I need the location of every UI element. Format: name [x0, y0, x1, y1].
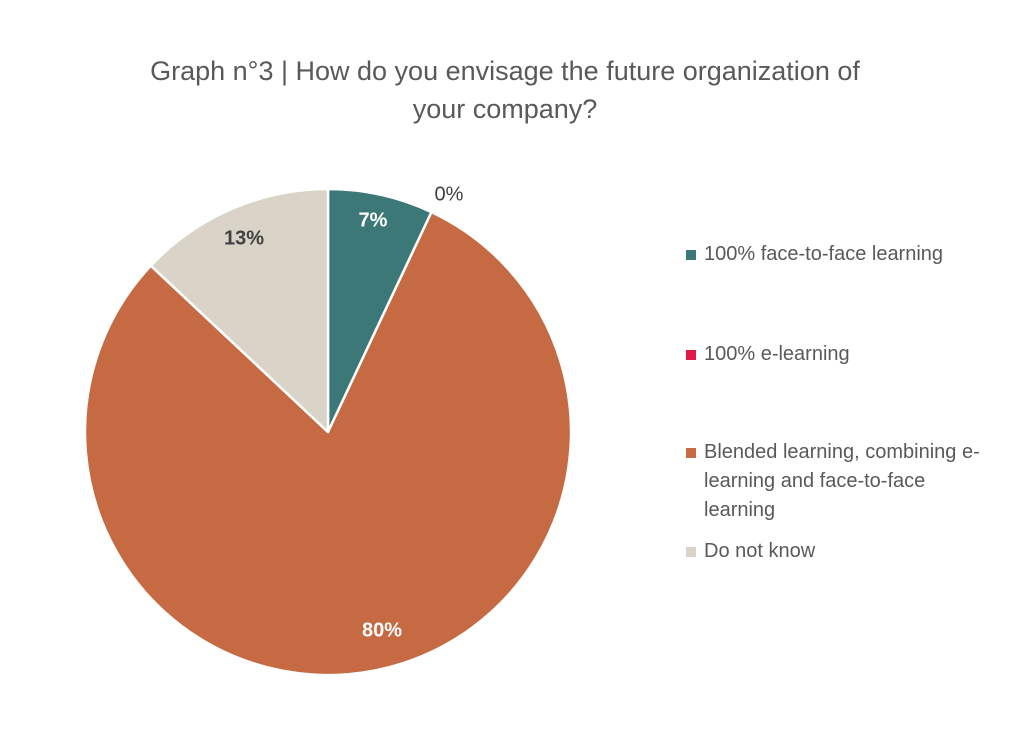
- pie-slice: [83, 210, 573, 677]
- legend-label-line: Blended learning, combining e-: [704, 441, 980, 463]
- legend-swatch: [686, 547, 696, 557]
- legend-label: Blended learning, combining e-learning a…: [704, 438, 1004, 525]
- legend-label-line: 100% face-to-face learning: [704, 243, 944, 265]
- data-label: 7%: [359, 209, 388, 231]
- legend-label-line: 100% e-learning: [704, 343, 850, 365]
- legend-label: 100% e-learning: [704, 340, 1004, 369]
- chart-title: Graph n°3 | How do you envisage the futu…: [100, 52, 910, 128]
- legend-label-line: learning: [704, 499, 776, 521]
- legend-swatch: [686, 250, 696, 260]
- legend-swatch: [686, 350, 696, 360]
- chart-title-line-1: Graph n°3 | How do you envisage the futu…: [150, 56, 860, 86]
- pie-slice: [326, 187, 433, 434]
- data-label: 80%: [362, 619, 402, 641]
- legend-label: 100% face-to-face learning: [704, 240, 1004, 269]
- legend-swatch: [686, 448, 696, 458]
- data-label: 0%: [435, 183, 464, 205]
- legend-label-line: Do not know: [704, 540, 816, 562]
- legend-label-line: learning and face-to-face: [704, 470, 926, 492]
- pie-slice: [149, 187, 330, 434]
- chart-title-line-2: your company?: [412, 94, 598, 124]
- data-label: 13%: [224, 227, 264, 249]
- legend-label: Do not know: [704, 537, 1004, 566]
